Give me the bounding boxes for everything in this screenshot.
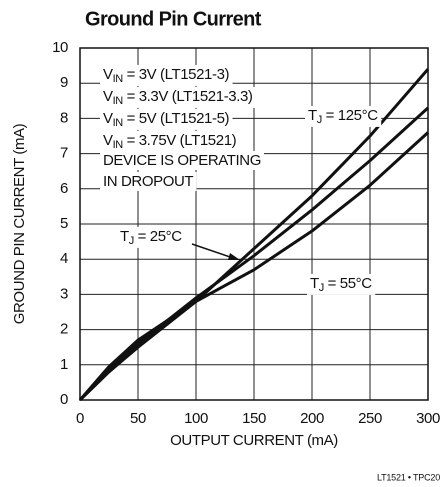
annotation-main: IN DROPOUT (103, 173, 193, 190)
annotation: VIN = 3.3V (LT1521-3.3) (103, 88, 253, 107)
y-tick-label: 1 (60, 356, 68, 373)
y-tick-label: 9 (60, 74, 68, 91)
annotation-main: V (103, 88, 113, 105)
line-series (78, 106, 430, 402)
plot-frame (79, 47, 429, 401)
y-tick-label: 0 (60, 391, 68, 408)
label-background (100, 150, 264, 170)
annotation-main: DEVICE IS OPERATING (103, 152, 261, 169)
x-tick-label: 0 (76, 410, 84, 427)
series-label-rest: = 55°C (324, 275, 372, 292)
label-background (117, 226, 186, 248)
y-tick-label: 3 (60, 285, 68, 302)
annotation-rest: = 5V (LT1521-5) (123, 110, 230, 127)
y-tick-label: 2 (60, 321, 68, 338)
series-label-rest: = 25°C (134, 228, 182, 245)
x-tick-label: 250 (358, 410, 382, 427)
y-tick-label: 7 (60, 145, 68, 162)
arrow (191, 243, 237, 260)
series-label-sub: J (319, 282, 324, 294)
annotation-rest: = 3V (LT1521-3) (123, 66, 230, 83)
annotation: VIN = 3.75V (LT1521) (103, 132, 237, 151)
y-tick-label: 6 (60, 180, 68, 197)
label-background (307, 273, 376, 295)
x-axis-label: OUTPUT CURRENT (mA) (170, 432, 338, 449)
label-background (100, 86, 256, 108)
annotation-main: V (103, 66, 113, 83)
x-tick-label: 100 (184, 410, 208, 427)
line-series (78, 68, 430, 402)
y-tick-label: 8 (60, 109, 68, 126)
series-label-main: T (308, 107, 317, 124)
series-label-main: T (310, 275, 319, 292)
annotation-main: V (103, 132, 113, 149)
label-background (100, 130, 240, 152)
line-series (78, 131, 430, 401)
label-background (305, 105, 382, 127)
x-tick-label: 200 (300, 410, 324, 427)
annotation: IN DROPOUT (103, 173, 193, 190)
arrow-head (228, 253, 240, 260)
annotation-sub: IN (113, 73, 124, 85)
annotation-rest: = 3.3V (LT1521-3.3) (123, 88, 253, 105)
annotation-sub: IN (113, 95, 124, 107)
chart-title: Ground Pin Current (85, 8, 262, 30)
footnote: LT1521 • TPC20 (377, 472, 440, 482)
y-tick-label: 4 (60, 250, 68, 267)
annotation: VIN = 5V (LT1521-5) (103, 110, 230, 129)
label-background (100, 64, 233, 86)
series-label-sub: J (317, 114, 322, 126)
annotation-sub: IN (113, 139, 124, 151)
label-background (100, 108, 233, 130)
x-tick-label: 300 (416, 410, 440, 427)
annotation-sub: IN (113, 117, 124, 129)
annotation: VIN = 3V (LT1521-3) (103, 66, 230, 85)
series-label: TJ = 125°C (308, 107, 378, 126)
series-label: TJ = 55°C (310, 275, 372, 294)
series-label: TJ = 25°C (120, 228, 182, 247)
annotation: DEVICE IS OPERATING (103, 152, 261, 169)
y-tick-label: 5 (60, 215, 68, 232)
y-tick-label: 10 (52, 39, 68, 56)
y-axis-label: GROUND PIN CURRENT (mA) (11, 123, 28, 324)
series-label-rest: = 125°C (322, 107, 378, 124)
annotation-rest: = 3.75V (LT1521) (123, 132, 237, 149)
label-background (100, 171, 197, 191)
series-label-sub: J (129, 235, 134, 247)
series-label-main: T (120, 228, 129, 245)
x-tick-label: 50 (130, 410, 146, 427)
annotation-main: V (103, 110, 113, 127)
x-tick-label: 150 (242, 410, 266, 427)
